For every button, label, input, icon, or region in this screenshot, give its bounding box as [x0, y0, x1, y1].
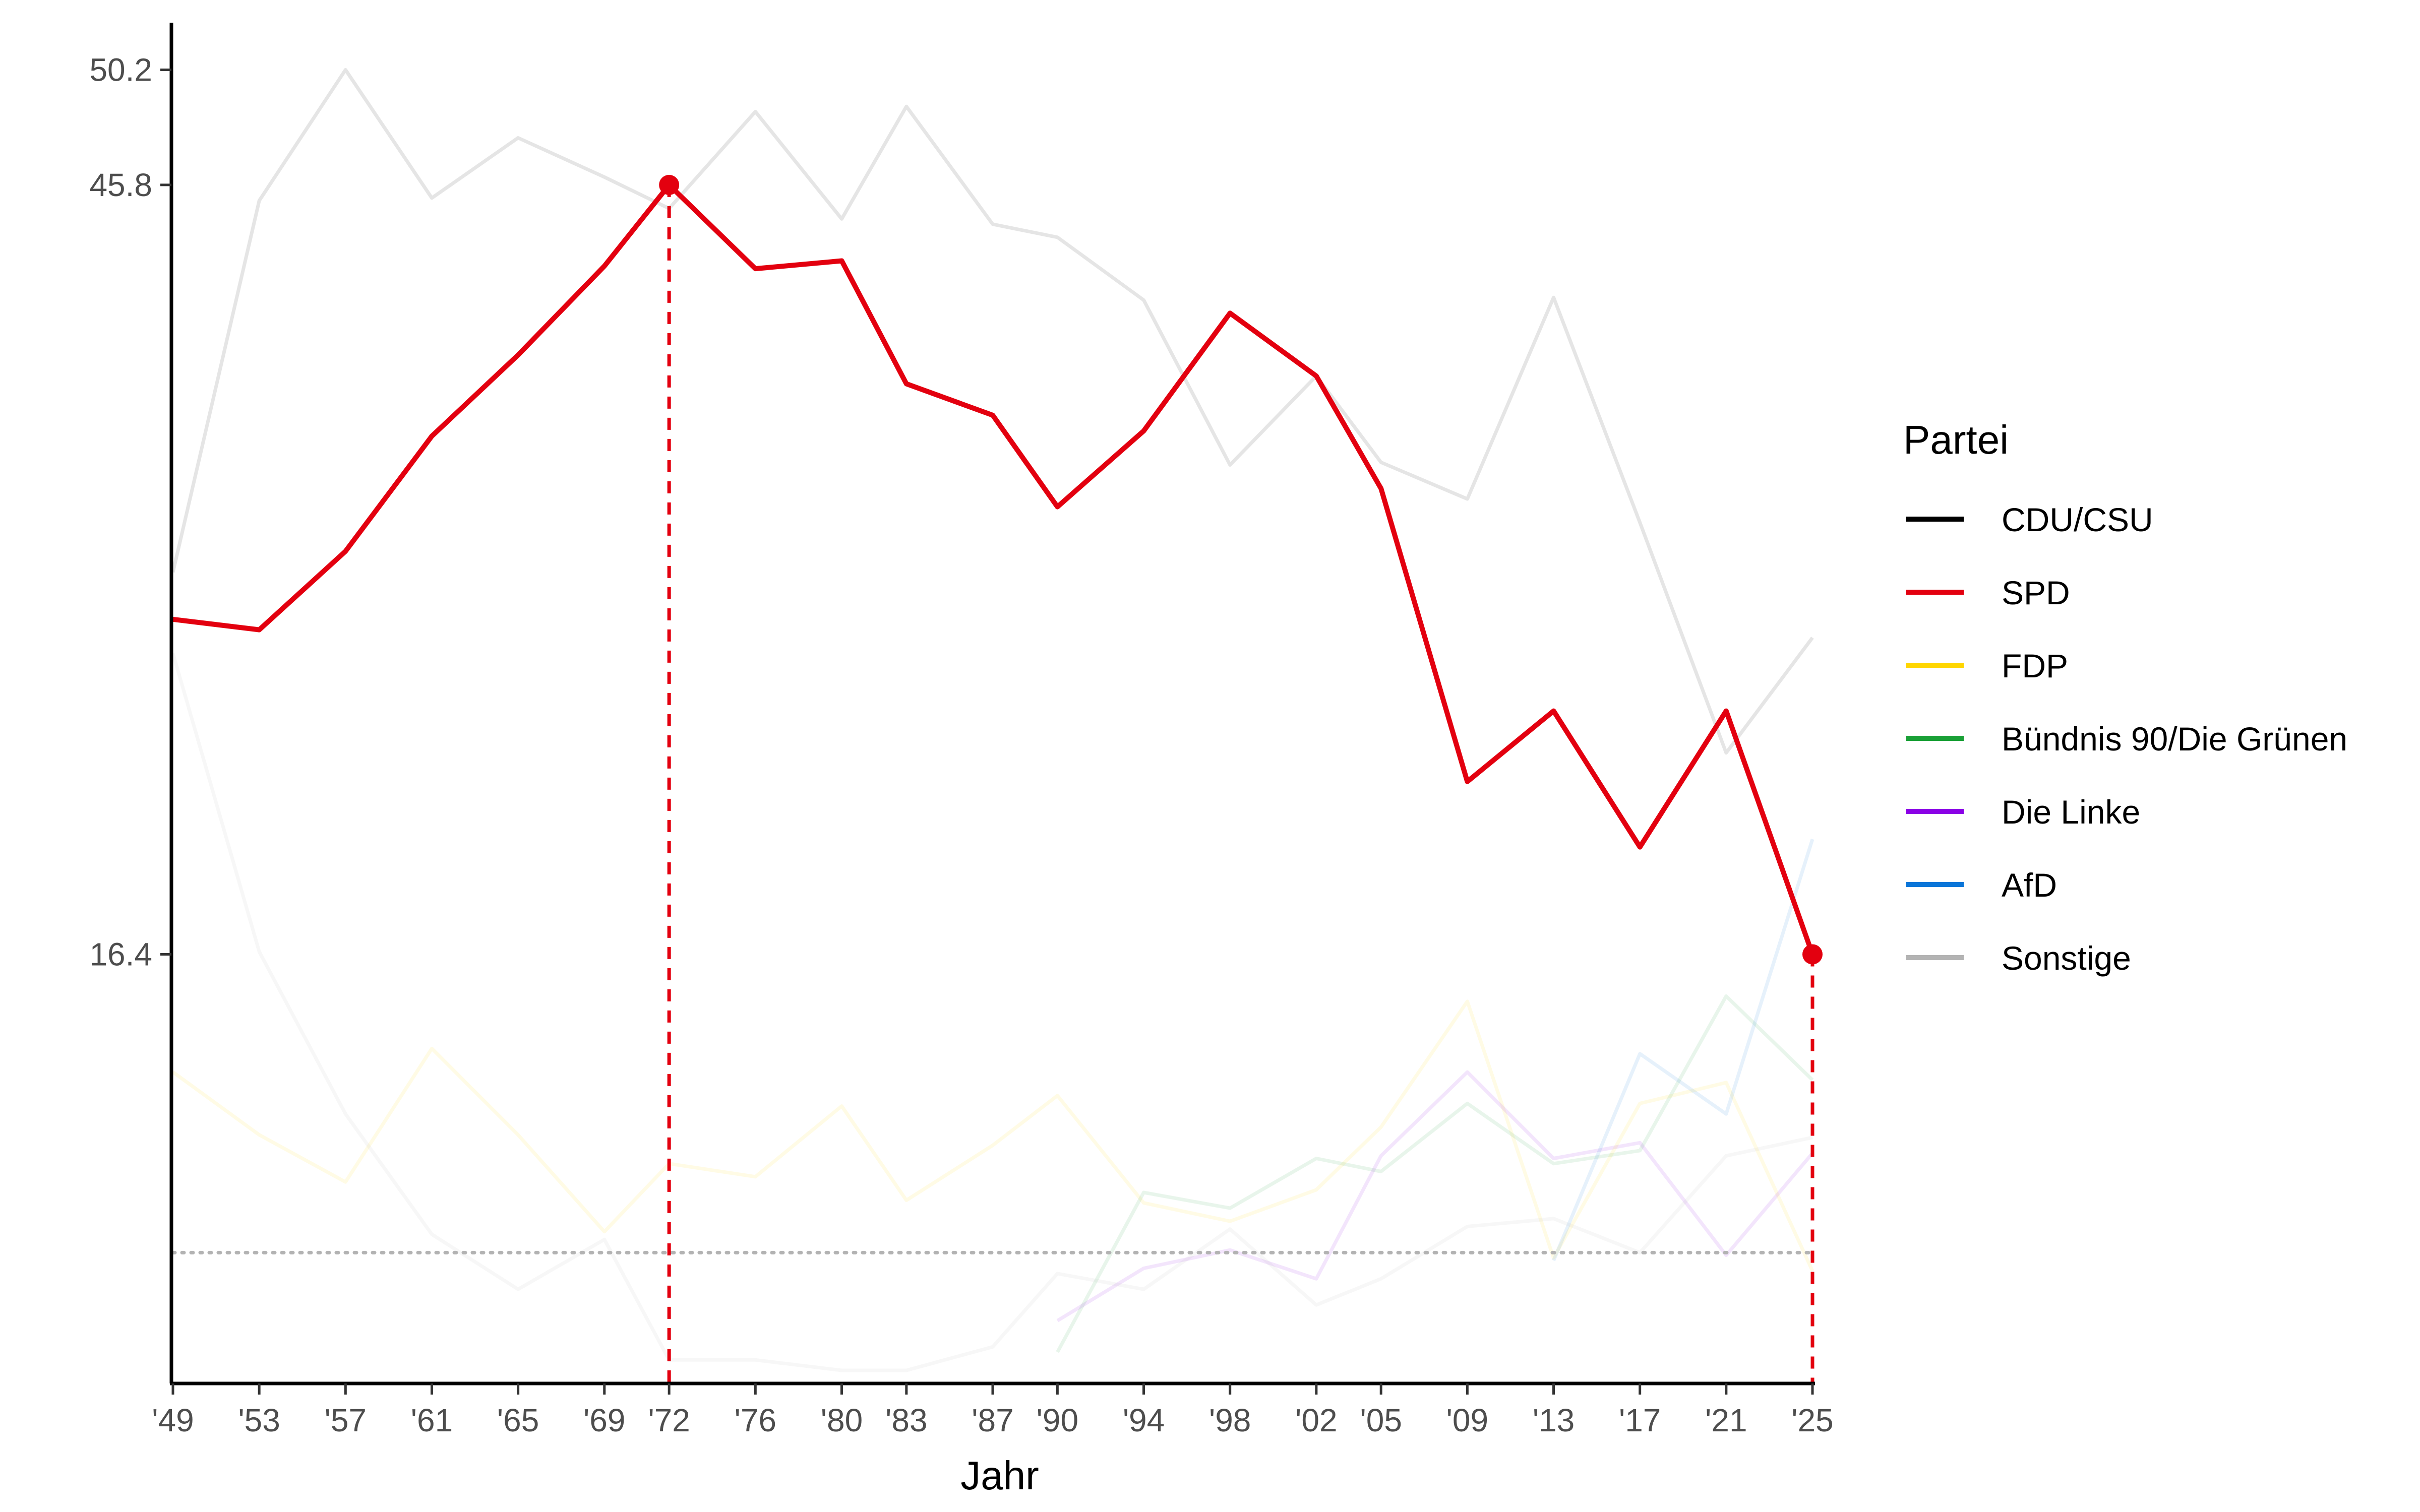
series-line-afd: [1552, 838, 1814, 1262]
axes-layer: '49 '53 '57 '61 '65 '69 '72 '76 '80 '83 '87 '90 '94 '…: [89, 23, 1834, 1438]
legend-label-die-linke: Die Linke: [2002, 793, 2140, 831]
series-line-spd: [172, 182, 1815, 956]
y-tick-label: 16.4: [89, 936, 152, 972]
x-tick-label: '17: [1619, 1402, 1661, 1438]
series-line-cdu-csu: [171, 68, 1814, 755]
legend-label-fdp: FDP: [2002, 647, 2068, 684]
x-tick-label: '61: [411, 1402, 453, 1438]
x-tick-label: '98: [1209, 1402, 1251, 1438]
x-tick-label: '83: [885, 1402, 927, 1438]
legend-item-die-linke: Die Linke: [1906, 793, 2140, 831]
x-tick-label: '80: [821, 1402, 863, 1438]
y-tick-label: 50.2: [89, 51, 152, 88]
legend-label-afd: AfD: [2002, 866, 2057, 904]
legend-item-afd: AfD: [1906, 866, 2057, 904]
series-line-b-ndnis-90-die-gr-nen: [1056, 994, 1814, 1353]
x-tick-label: '69: [583, 1402, 625, 1438]
x-tick-label: '57: [325, 1402, 367, 1438]
marker-point-1972: [659, 174, 680, 195]
x-tick-label: '05: [1360, 1402, 1402, 1438]
legend: Partei CDU/CSU SPD FDP Bündnis 90/Die Grüne…: [1903, 417, 2347, 977]
x-tick-label: '21: [1705, 1402, 1747, 1438]
legend-item-fdp: FDP: [1906, 647, 2068, 684]
legend-item-cdu-csu: CDU/CSU: [1906, 501, 2153, 538]
legend-label-cdu-csu: CDU/CSU: [2002, 501, 2153, 538]
x-tick-label: '53: [238, 1402, 280, 1438]
x-axis-title: Jahr: [960, 1453, 1039, 1498]
legend-label-b-ndnis-90-die-gr-nen: Bündnis 90/Die Grünen: [2002, 720, 2347, 758]
y-tick-label: 45.8: [89, 167, 152, 203]
legend-label-sonstige: Sonstige: [2002, 939, 2131, 977]
highlight-series-layer: [172, 174, 1823, 965]
x-tick-label: '49: [152, 1402, 194, 1438]
legend-label-spd: SPD: [2002, 574, 2070, 611]
x-tick-label: '76: [735, 1402, 776, 1438]
x-tick-label: '65: [497, 1402, 539, 1438]
background-series-layer: [171, 68, 1814, 1372]
series-line-sonstige: [171, 653, 1813, 1372]
x-tick-label: '94: [1123, 1402, 1165, 1438]
x-tick-label: '25: [1791, 1402, 1833, 1438]
x-tick-label: '13: [1533, 1402, 1575, 1438]
legend-item-b-ndnis-90-die-gr-nen: Bündnis 90/Die Grünen: [1906, 720, 2347, 758]
x-tick-label: '09: [1446, 1402, 1488, 1438]
x-tick-label: '87: [972, 1402, 1013, 1438]
legend-title: Partei: [1903, 417, 2009, 462]
series-line-die-linke: [1056, 1070, 1814, 1322]
series-line-fdp: [171, 999, 1814, 1272]
legend-item-spd: SPD: [1906, 574, 2070, 611]
x-tick-label: '02: [1295, 1402, 1337, 1438]
marker-point-2025: [1802, 944, 1823, 965]
x-tick-label: '90: [1037, 1402, 1078, 1438]
highlight-guides-layer: [667, 184, 1814, 1383]
legend-item-sonstige: Sonstige: [1906, 939, 2131, 977]
x-tick-label: '72: [648, 1402, 690, 1438]
